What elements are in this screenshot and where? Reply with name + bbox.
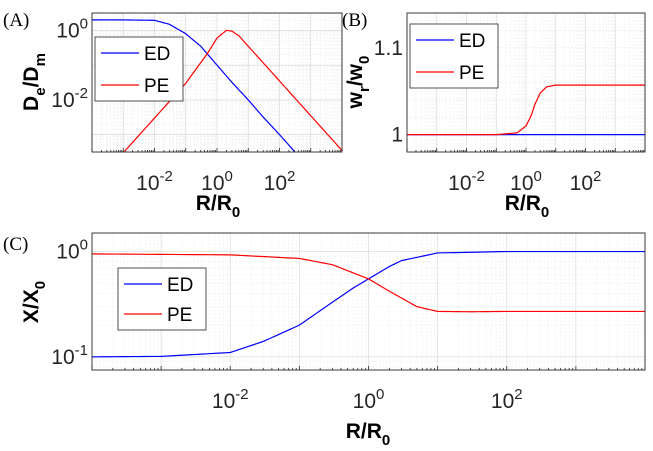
panel-c-y-axis-label: X/X0 (20, 281, 49, 323)
panel-c-axes-frame (91, 232, 646, 371)
panel-a-x-tick-label: 10-2 (136, 168, 173, 195)
panel-b-legend-label-ed: ED (459, 31, 485, 52)
panel-c-legend-box (117, 267, 207, 331)
panel-b-legend-box (409, 23, 499, 89)
panel-a-series-pe-line (123, 29, 342, 152)
panel-b-y-axis-label: wr/w0 (344, 56, 373, 110)
panel-a-y-tick-label: 10-2 (51, 85, 88, 112)
panel-b-legend-label-pe: PE (459, 63, 484, 84)
panel-b-x-tick-label: 100 (510, 168, 542, 195)
panel-c-series-pe-line (92, 253, 645, 313)
panel-b-y-tick-label: 1.1 (374, 37, 403, 60)
panel-a-y-axis-label: De/Dm (20, 53, 49, 111)
panel-a-x-tick-label: 100 (201, 168, 233, 195)
panel-a-letter: (A) (3, 10, 29, 31)
panel-a-x-tick-label: 102 (264, 168, 296, 195)
panel-b-series-pe-line (407, 84, 645, 136)
panel-c-x-tick-label: 10-2 (212, 386, 249, 413)
panel-c-y-tick-label: 100 (56, 237, 88, 264)
panel-a-axes-frame (91, 12, 343, 153)
panel-c-legend-label-ed: ED (167, 275, 193, 296)
panel-c-x-axis-label: R/R0 (346, 420, 391, 449)
panel-a-legend-label-ed: ED (144, 44, 170, 65)
panel-b-axes-frame (406, 12, 646, 153)
panel-b-x-tick-label: 102 (570, 168, 602, 195)
panel-a-series-ed-line (92, 19, 296, 152)
panel-a-legend-box (94, 36, 184, 102)
panel-c-y-tick-label: 10-1 (51, 342, 88, 369)
panel-a-legend-label-pe: PE (144, 76, 169, 97)
panel-b-x-tick-label: 10-2 (448, 168, 485, 195)
panel-c-series-ed-line (92, 250, 645, 358)
panel-a-x-axis-label: R/R0 (196, 192, 241, 221)
panel-b-x-axis-label: R/R0 (505, 192, 550, 221)
panel-c-legend-label-pe: PE (167, 305, 192, 326)
panel-c-letter: (C) (3, 234, 28, 255)
panel-c-x-tick-label: 100 (353, 386, 385, 413)
panel-a-y-tick-label: 100 (56, 15, 88, 42)
panel-b-y-tick-label: 1 (391, 124, 403, 147)
panel-c-x-tick-label: 102 (491, 386, 523, 413)
panel-b-letter: (B) (342, 10, 367, 31)
